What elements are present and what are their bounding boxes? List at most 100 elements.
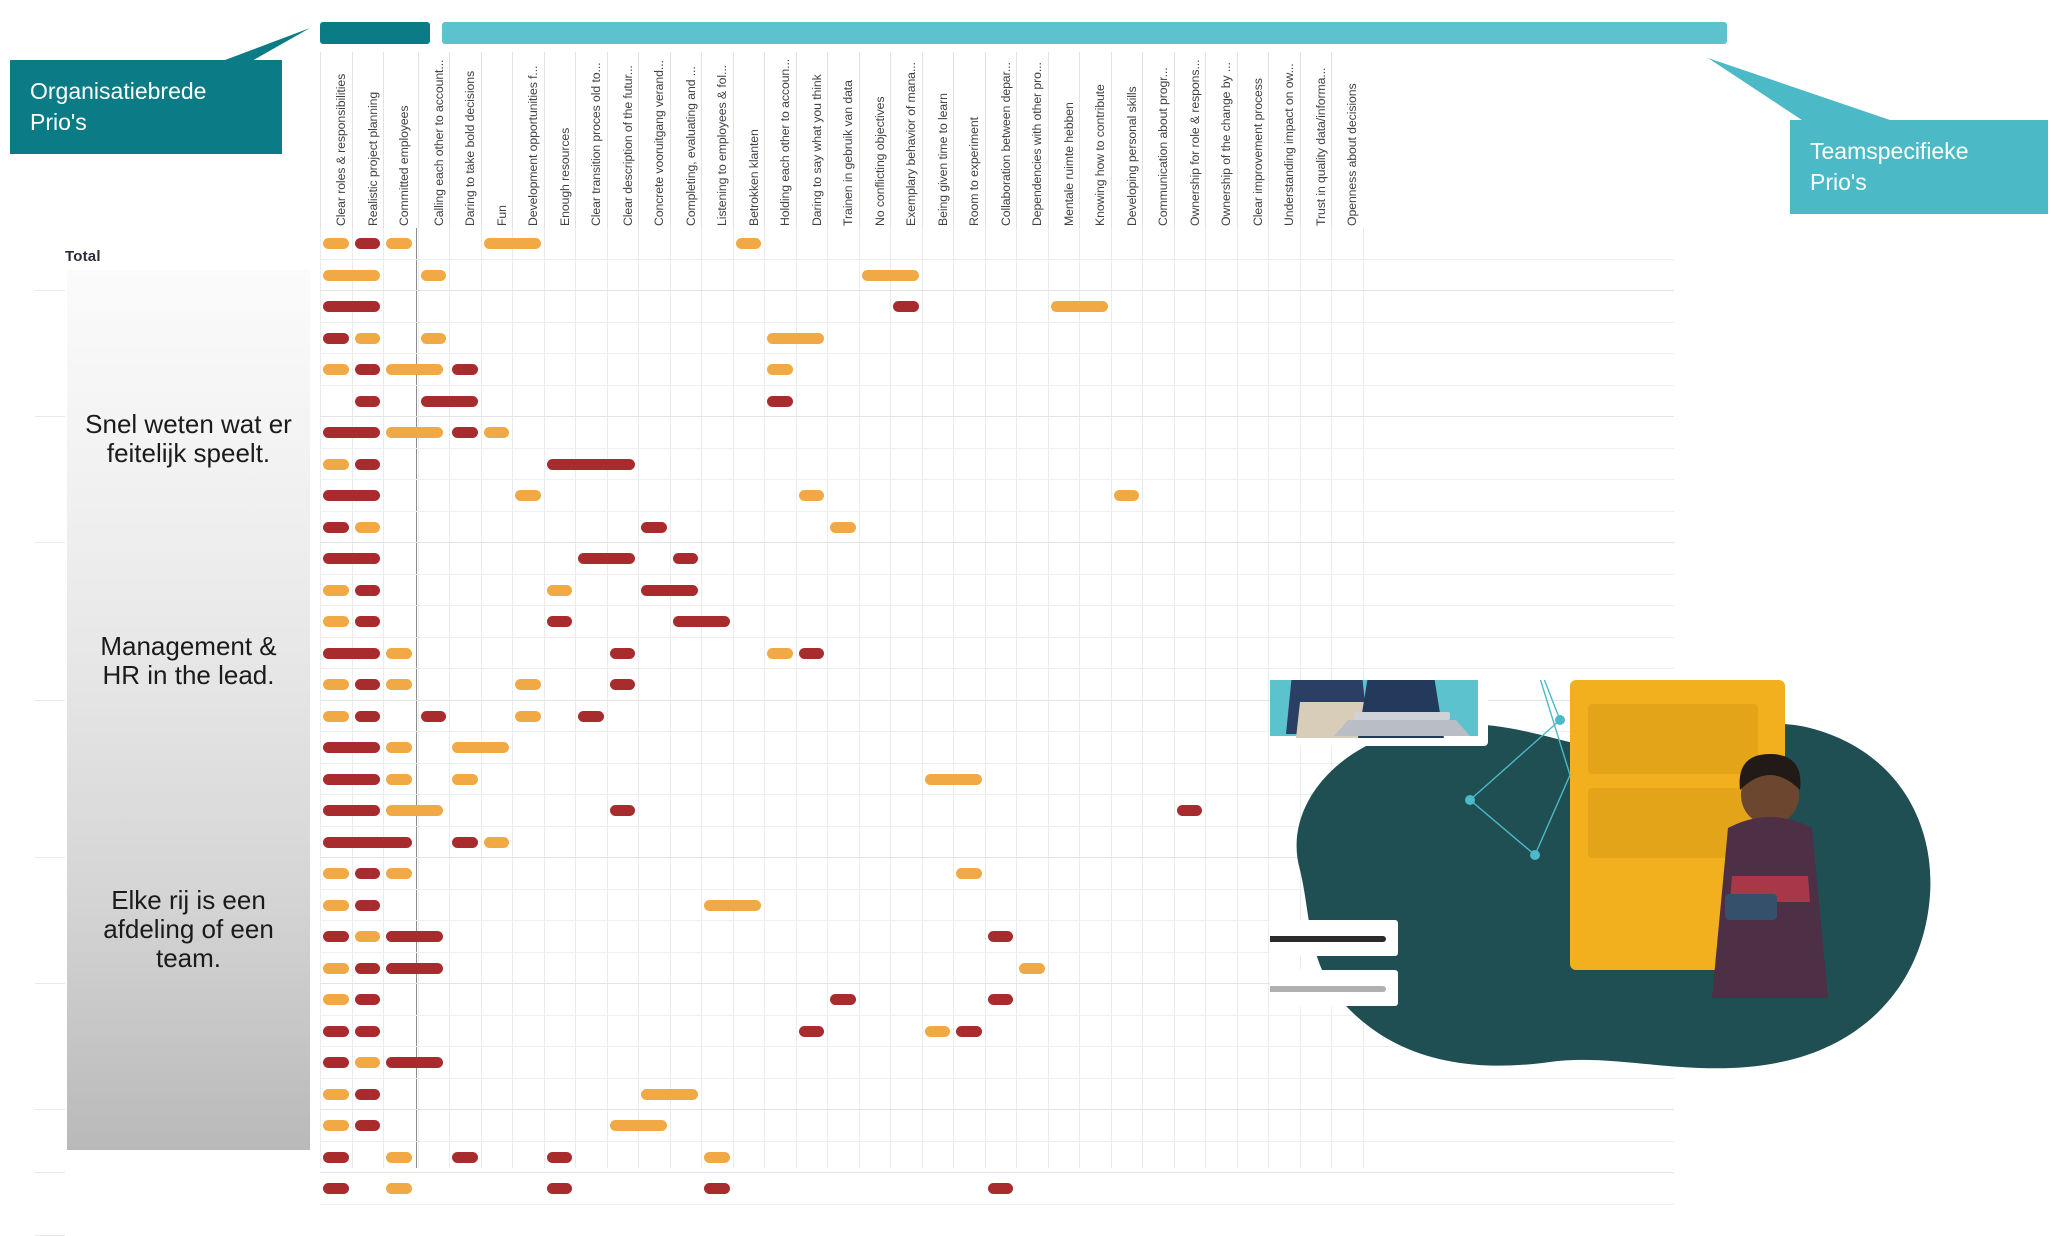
matrix-cell-red[interactable]: [323, 805, 380, 816]
matrix-cell-amber[interactable]: [323, 364, 349, 375]
column-header[interactable]: Clear transition proces old to...: [575, 52, 607, 228]
matrix-cell-red[interactable]: [323, 742, 380, 753]
matrix-cell-red[interactable]: [987, 994, 1013, 1005]
matrix-cell-amber[interactable]: [924, 1025, 950, 1037]
matrix-cell-red[interactable]: [452, 836, 478, 848]
matrix-cell-red[interactable]: [420, 710, 446, 722]
column-header[interactable]: Mentale ruimte hebben: [1047, 52, 1080, 228]
matrix-cell-red[interactable]: [354, 679, 380, 690]
matrix-cell-amber[interactable]: [386, 805, 443, 816]
matrix-cell-red[interactable]: [323, 931, 349, 942]
matrix-cell-amber[interactable]: [354, 1057, 380, 1068]
matrix-cell-red[interactable]: [987, 931, 1013, 942]
matrix-cell-amber[interactable]: [323, 269, 380, 281]
matrix-cell-red[interactable]: [323, 490, 380, 501]
matrix-cell-red[interactable]: [704, 1183, 730, 1194]
matrix-cell-amber[interactable]: [546, 584, 572, 596]
column-header[interactable]: Realistic project planning: [351, 52, 384, 228]
matrix-cell-amber[interactable]: [1019, 962, 1045, 974]
matrix-cell-amber[interactable]: [924, 773, 982, 785]
column-header[interactable]: No conflicting objectives: [858, 52, 891, 228]
matrix-cell-amber[interactable]: [609, 1120, 667, 1131]
matrix-cell-red[interactable]: [323, 773, 380, 785]
matrix-cell-amber[interactable]: [861, 269, 919, 281]
column-header[interactable]: Development opportunities f...: [512, 52, 544, 228]
matrix-cell-red[interactable]: [546, 1183, 572, 1194]
matrix-cell-red[interactable]: [354, 868, 380, 879]
matrix-cell-red[interactable]: [354, 994, 380, 1005]
column-header[interactable]: Dependencies with other pro...: [1016, 52, 1048, 228]
matrix-cell-red[interactable]: [987, 1183, 1013, 1194]
matrix-cell-red[interactable]: [609, 647, 635, 659]
column-header[interactable]: Daring to say what you think: [795, 52, 828, 228]
column-header[interactable]: Calling each other to account...: [417, 52, 450, 228]
matrix-cell-red[interactable]: [354, 1120, 380, 1131]
matrix-cell-red[interactable]: [546, 458, 635, 470]
matrix-cell-red[interactable]: [452, 427, 478, 438]
matrix-cell-red[interactable]: [323, 301, 380, 312]
matrix-cell-red[interactable]: [386, 1057, 443, 1068]
matrix-cell-red[interactable]: [354, 238, 380, 249]
matrix-cell-red[interactable]: [323, 647, 380, 659]
matrix-cell-amber[interactable]: [704, 1151, 730, 1163]
matrix-cell-amber[interactable]: [767, 647, 793, 659]
matrix-cell-red[interactable]: [1176, 805, 1202, 816]
column-header[interactable]: Understanding impact on ow...: [1268, 52, 1300, 228]
matrix-cell-red[interactable]: [323, 1151, 349, 1163]
matrix-cell-amber[interactable]: [386, 364, 443, 375]
matrix-cell-amber[interactable]: [1113, 490, 1139, 501]
matrix-cell-amber[interactable]: [323, 710, 349, 722]
column-header[interactable]: Knowing how to contribute: [1079, 52, 1111, 228]
matrix-cell-amber[interactable]: [452, 742, 509, 753]
matrix-cell-red[interactable]: [354, 616, 380, 627]
matrix-cell-red[interactable]: [354, 584, 380, 596]
matrix-cell-amber[interactable]: [767, 332, 824, 344]
matrix-cell-red[interactable]: [956, 1025, 982, 1037]
column-header[interactable]: Communication about progr...: [1142, 52, 1174, 228]
matrix-cell-amber[interactable]: [323, 458, 349, 470]
matrix-cell-red[interactable]: [386, 931, 443, 942]
matrix-cell-red[interactable]: [578, 710, 604, 722]
matrix-body[interactable]: [320, 228, 1674, 1205]
matrix-cell-red[interactable]: [323, 521, 349, 533]
matrix-cell-red[interactable]: [452, 364, 478, 375]
matrix-cell-red[interactable]: [354, 458, 380, 470]
column-header[interactable]: Being given time to learn: [921, 52, 954, 228]
matrix-cell-red[interactable]: [323, 836, 412, 848]
column-header[interactable]: Exemplary behavior of mana...: [890, 52, 922, 228]
column-header[interactable]: Clear improvement process: [1236, 52, 1269, 228]
matrix-cell-amber[interactable]: [420, 269, 446, 281]
matrix-cell-red[interactable]: [354, 710, 380, 722]
matrix-cell-amber[interactable]: [386, 773, 412, 785]
priority-matrix[interactable]: Clear roles & responsibilities Realistic …: [320, 52, 1674, 1205]
matrix-cell-amber[interactable]: [386, 742, 412, 753]
matrix-cell-amber[interactable]: [323, 962, 349, 974]
matrix-cell-red[interactable]: [354, 1088, 380, 1100]
matrix-cell-amber[interactable]: [483, 836, 509, 848]
column-header[interactable]: Room to experiment: [953, 52, 985, 228]
matrix-cell-amber[interactable]: [452, 773, 478, 785]
matrix-cell-red[interactable]: [609, 805, 635, 816]
matrix-cell-amber[interactable]: [354, 332, 380, 344]
matrix-cell-red[interactable]: [767, 395, 793, 407]
matrix-cell-amber[interactable]: [323, 868, 349, 879]
column-header[interactable]: Daring to take bold decisions: [449, 52, 481, 228]
column-header[interactable]: Enough resources: [543, 52, 576, 228]
matrix-cell-amber[interactable]: [323, 238, 349, 249]
matrix-cell-red[interactable]: [354, 364, 380, 375]
matrix-cell-red[interactable]: [798, 1025, 824, 1037]
matrix-cell-amber[interactable]: [956, 868, 982, 879]
matrix-cell-amber[interactable]: [386, 679, 412, 690]
matrix-cell-amber[interactable]: [323, 679, 349, 690]
matrix-cell-red[interactable]: [452, 1151, 478, 1163]
matrix-cell-red[interactable]: [354, 899, 380, 911]
matrix-cell-amber[interactable]: [641, 1088, 698, 1100]
column-header[interactable]: Clear roles & responsibilities: [320, 52, 352, 228]
matrix-cell-amber[interactable]: [386, 1151, 412, 1163]
column-header[interactable]: Openness about decisions: [1331, 52, 1363, 228]
matrix-cell-amber[interactable]: [323, 899, 349, 911]
matrix-cell-amber[interactable]: [323, 616, 349, 627]
matrix-cell-amber[interactable]: [515, 490, 541, 501]
column-header[interactable]: Betrokken klanten: [732, 52, 765, 228]
matrix-cell-red[interactable]: [830, 994, 856, 1005]
